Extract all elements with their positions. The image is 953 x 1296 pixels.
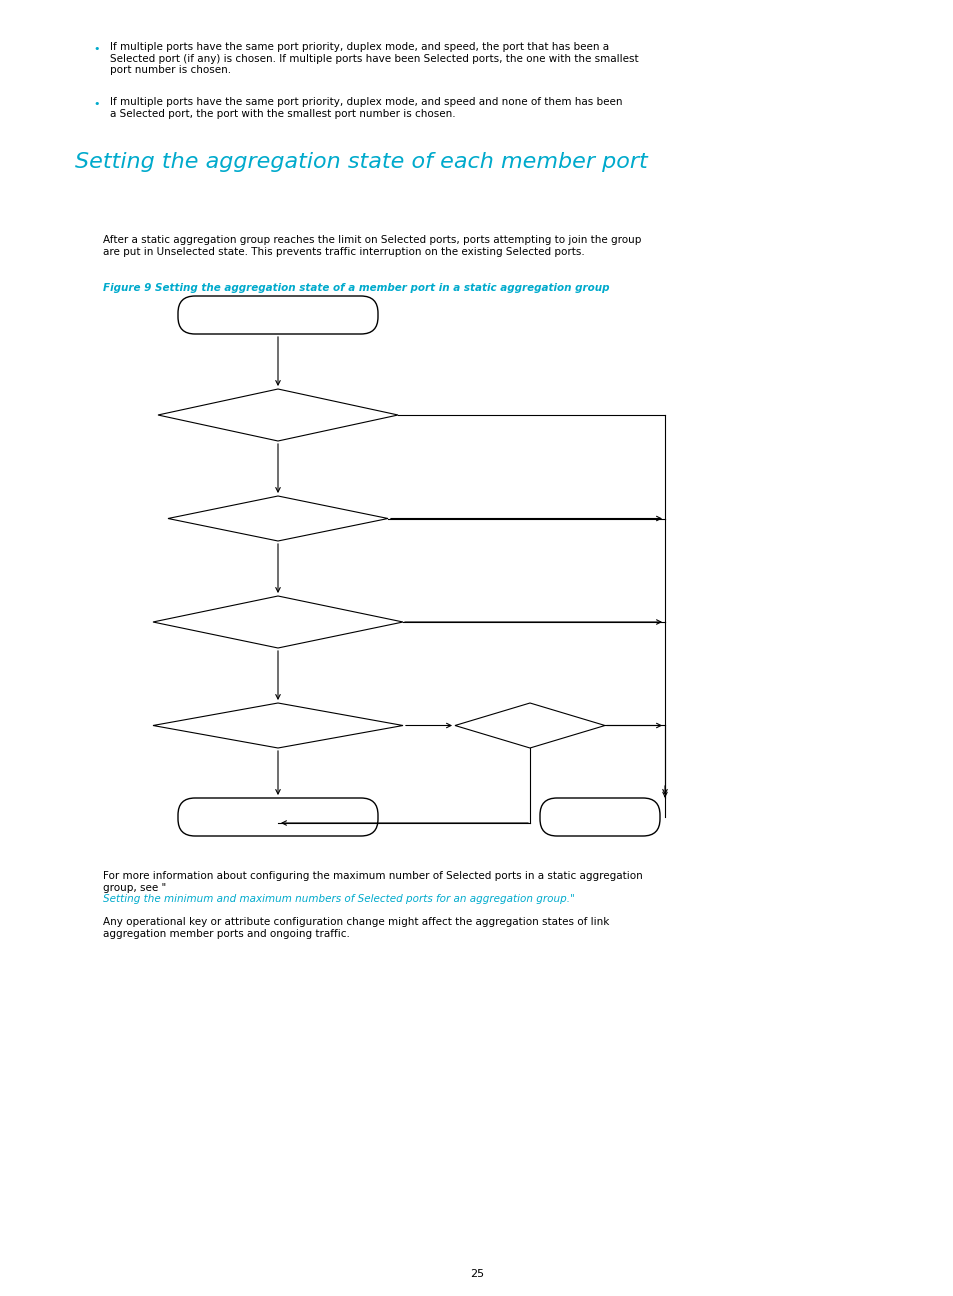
Text: Figure 9 Setting the aggregation state of a member port in a static aggregation : Figure 9 Setting the aggregation state o… bbox=[103, 283, 609, 293]
Text: Any operational key or attribute configuration change might affect the aggregati: Any operational key or attribute configu… bbox=[103, 918, 609, 938]
FancyBboxPatch shape bbox=[178, 295, 377, 334]
Text: If multiple ports have the same port priority, duplex mode, and speed, the port : If multiple ports have the same port pri… bbox=[110, 41, 638, 75]
Text: •: • bbox=[92, 98, 99, 109]
Text: Setting the minimum and maximum numbers of Selected ports for an aggregation gro: Setting the minimum and maximum numbers … bbox=[103, 894, 574, 905]
Text: 25: 25 bbox=[470, 1269, 483, 1279]
Text: After a static aggregation group reaches the limit on Selected ports, ports atte: After a static aggregation group reaches… bbox=[103, 235, 640, 257]
FancyBboxPatch shape bbox=[178, 798, 377, 836]
Text: For more information about configuring the maximum number of Selected ports in a: For more information about configuring t… bbox=[103, 871, 642, 893]
Text: Setting the aggregation state of each member port: Setting the aggregation state of each me… bbox=[75, 152, 647, 172]
FancyBboxPatch shape bbox=[539, 798, 659, 836]
Text: If multiple ports have the same port priority, duplex mode, and speed and none o: If multiple ports have the same port pri… bbox=[110, 97, 622, 119]
Text: •: • bbox=[92, 44, 99, 54]
